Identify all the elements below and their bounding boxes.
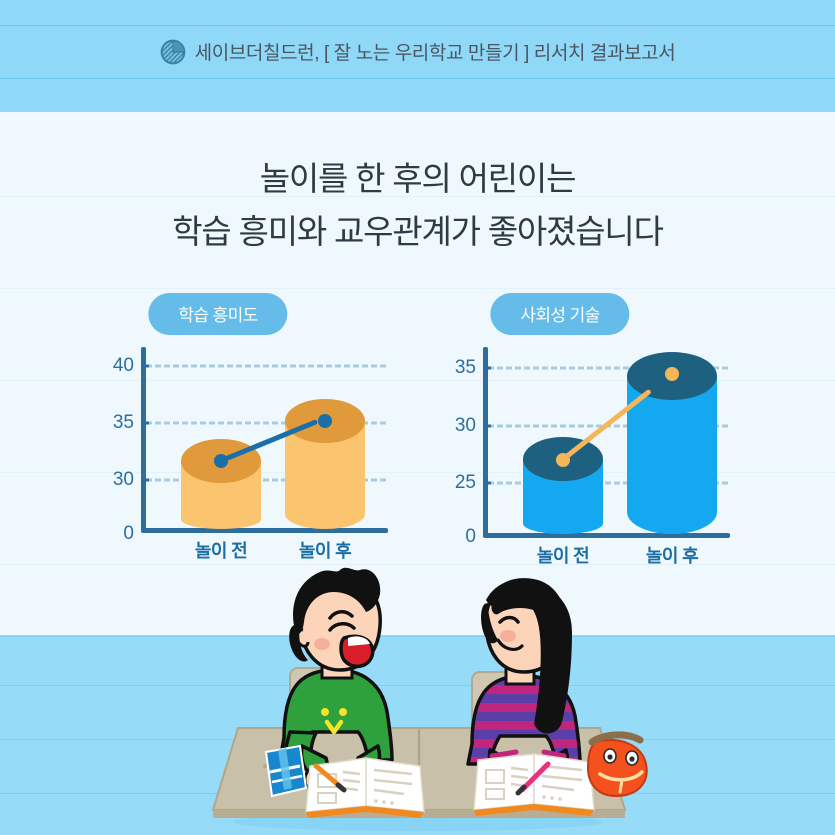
pie-chart-icon	[160, 39, 186, 64]
chart-title-badge: 사회성 기술	[490, 293, 630, 335]
y-tick-label: 30	[112, 469, 134, 490]
bg-rule	[0, 685, 835, 686]
y-axis	[483, 347, 488, 537]
chart-title-badge: 학습 흥미도	[148, 293, 288, 335]
bar-after	[285, 399, 365, 529]
data-point-before	[556, 453, 570, 467]
x-tick-label: 놀이 전	[536, 546, 590, 566]
gridline	[146, 478, 386, 482]
bg-rule	[0, 472, 835, 473]
gridline	[146, 421, 386, 425]
gridline	[146, 364, 386, 368]
x-tick-label: 놀이 후	[645, 546, 699, 566]
y-tick-label: 35	[454, 357, 476, 378]
bar-before	[181, 439, 261, 529]
x-tick-label: 놀이 후	[298, 541, 352, 561]
x-axis	[141, 528, 388, 533]
bg-rule	[0, 636, 835, 637]
chart-plot-area: 40 35 30 0 놀이 전 놀이 후	[38, 345, 398, 563]
data-point-before	[214, 454, 228, 468]
page-title: 놀이를 한 후의 어린이는 학습 흥미와 교우관계가 좋아졌습니다	[0, 152, 835, 258]
charts-area: 학습 흥미도 40 35 30 0	[0, 293, 835, 566]
bg-rule	[0, 288, 835, 289]
bg-rule	[0, 196, 835, 197]
y-tick-label: 0	[465, 526, 476, 547]
header-rule-bottom	[0, 78, 835, 79]
bar-before	[523, 437, 603, 534]
top-color-band	[0, 0, 835, 112]
y-tick-label: 30	[454, 415, 476, 436]
bar-body	[627, 376, 717, 534]
data-point-after	[665, 367, 679, 381]
bg-rule	[0, 564, 835, 565]
y-tick-label: 40	[112, 355, 134, 376]
gridline	[488, 481, 728, 485]
page-title-line-1: 놀이를 한 후의 어린이는	[259, 160, 577, 197]
report-header: 세이브더칠드런, [ 잘 노는 우리학교 만들기 ] 리서치 결과보고서	[0, 25, 835, 78]
gridline	[488, 366, 728, 370]
header-rule-top	[0, 25, 835, 26]
y-axis	[141, 347, 146, 532]
data-point-after	[318, 414, 332, 428]
chart-plot-area: 35 30 25 0 놀이 전 놀이 후	[380, 345, 740, 566]
y-tick-label: 0	[123, 523, 134, 544]
y-tick-label: 25	[454, 472, 476, 493]
illustration-children-studying	[0, 560, 835, 835]
chart-learning-interest: 학습 흥미도 40 35 30 0	[38, 293, 398, 563]
x-axis	[483, 533, 730, 538]
x-tick-label: 놀이 전	[194, 541, 248, 561]
y-tick-label: 35	[112, 412, 134, 433]
page-title-line-2: 학습 흥미와 교우관계가 좋아졌습니다	[172, 213, 664, 250]
chart-social-skills: 사회성 기술 35 30 25 0	[380, 293, 740, 566]
header-title: 세이브더칠드런, [ 잘 노는 우리학교 만들기 ] 리서치 결과보고서	[194, 43, 676, 64]
bg-rule	[0, 380, 835, 381]
